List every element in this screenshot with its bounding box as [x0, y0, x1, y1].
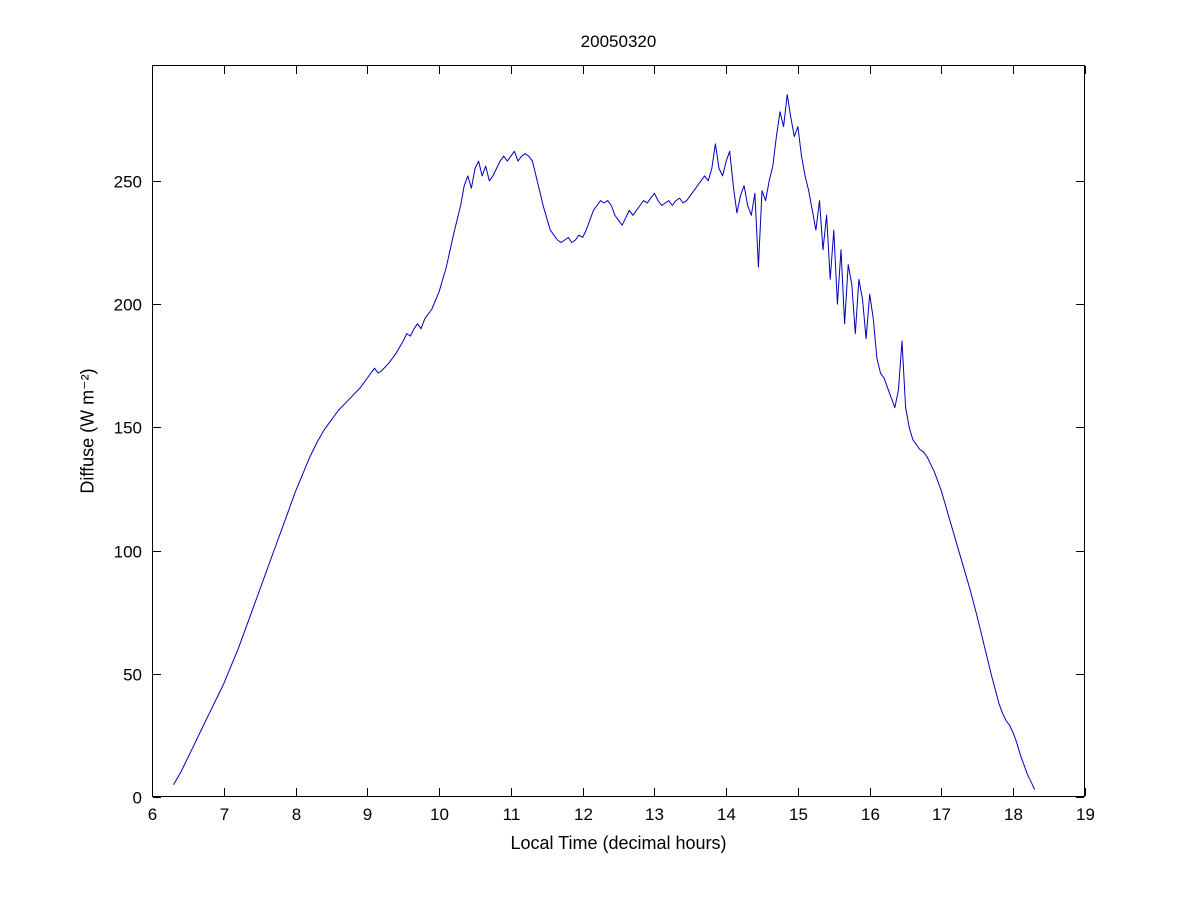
x-tick-label: 13 — [645, 805, 664, 824]
y-tick-label: 0 — [133, 789, 142, 808]
x-tick-label: 14 — [717, 805, 736, 824]
x-tick-label: 18 — [1004, 805, 1023, 824]
axes-frame — [152, 65, 1085, 797]
x-tick-label: 16 — [861, 805, 880, 824]
x-tick-label: 6 — [148, 805, 157, 824]
x-tick-label: 10 — [430, 805, 449, 824]
x-tick-label: 8 — [292, 805, 301, 824]
diffuse-series-line — [173, 94, 1036, 790]
y-tick-label: 100 — [114, 543, 142, 562]
y-tick-label: 200 — [114, 296, 142, 315]
x-axis-label: Local Time (decimal hours) — [510, 833, 727, 853]
x-tick-label: 15 — [789, 805, 808, 824]
x-tick-label: 11 — [503, 805, 521, 824]
x-tick-label: 19 — [1076, 805, 1095, 824]
chart-title: 20050320 — [580, 32, 657, 51]
y-tick-label: 50 — [123, 666, 142, 685]
x-tick-label: 17 — [932, 805, 951, 824]
x-tick-label: 7 — [220, 805, 229, 824]
y-tick-label: 150 — [114, 419, 142, 438]
y-axis-label: Diffuse (W m⁻²) — [77, 368, 98, 494]
y-tick-label: 250 — [114, 173, 142, 192]
x-tick-label: 12 — [574, 805, 593, 824]
x-tick-label: 9 — [363, 805, 372, 824]
